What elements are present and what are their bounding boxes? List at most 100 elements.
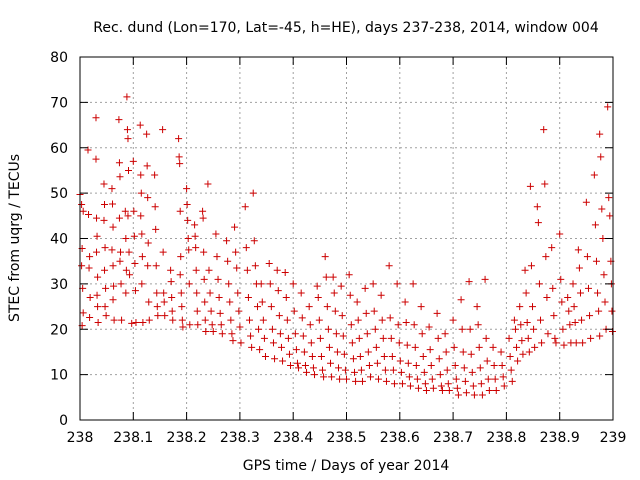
data-point: [549, 284, 557, 292]
data-point: [117, 248, 125, 256]
data-point: [597, 153, 605, 161]
data-point: [144, 194, 152, 202]
data-point: [460, 364, 468, 372]
data-point: [347, 321, 355, 329]
data-point: [350, 368, 358, 376]
x-tick-label: 238.5: [326, 430, 366, 446]
data-point: [176, 207, 184, 215]
y-axis-label: STEC from uqrg / TECUs: [7, 154, 23, 322]
data-point: [108, 246, 116, 254]
data-point: [575, 264, 583, 272]
data-point: [300, 348, 308, 356]
data-point: [226, 298, 234, 306]
data-point: [346, 291, 354, 299]
data-point: [401, 298, 409, 306]
data-point: [123, 126, 131, 134]
data-point: [176, 271, 184, 279]
data-point: [285, 350, 293, 358]
data-point: [235, 307, 243, 315]
data-point: [308, 352, 316, 360]
data-point: [531, 343, 539, 351]
data-point: [161, 312, 169, 320]
data-point: [176, 160, 184, 168]
data-point: [256, 346, 264, 354]
data-point: [131, 287, 139, 295]
data-point: [132, 318, 140, 326]
x-tick-label: 238: [67, 430, 94, 446]
data-point: [571, 318, 579, 326]
data-point: [559, 325, 567, 333]
data-point: [301, 362, 309, 370]
chart-title: Rec. dund (Lon=170, Lat=-45, h=HE), days…: [93, 20, 599, 36]
data-point: [576, 289, 584, 297]
data-point: [465, 278, 473, 286]
data-point: [608, 307, 616, 315]
data-point: [538, 339, 546, 347]
data-point: [251, 262, 259, 270]
data-point: [279, 357, 287, 365]
data-point: [93, 248, 101, 256]
data-point: [179, 323, 187, 331]
data-point: [507, 366, 515, 374]
data-point: [523, 318, 531, 326]
data-point: [364, 348, 372, 356]
data-point: [444, 380, 452, 388]
data-point: [116, 173, 124, 181]
data-point: [192, 244, 200, 252]
data-point: [191, 232, 199, 240]
data-point: [214, 275, 222, 283]
data-point: [518, 337, 526, 345]
data-point: [475, 343, 483, 351]
data-point: [129, 157, 137, 165]
data-point: [370, 307, 378, 315]
data-point: [218, 330, 226, 338]
data-point: [468, 368, 476, 376]
data-point: [109, 262, 117, 270]
data-point: [380, 352, 388, 360]
data-point: [145, 316, 153, 324]
data-point: [534, 219, 542, 227]
data-point: [587, 334, 595, 342]
data-point: [422, 387, 430, 395]
data-point: [183, 185, 191, 193]
data-point: [193, 307, 201, 315]
data-point: [467, 350, 475, 358]
data-point: [404, 359, 412, 367]
data-point: [139, 318, 147, 326]
data-point: [85, 210, 93, 218]
data-point: [579, 339, 587, 347]
data-point: [275, 312, 283, 320]
data-point: [341, 366, 349, 374]
x-axis-label: GPS time / Days of year 2014: [243, 458, 450, 474]
data-point: [600, 271, 608, 279]
data-point: [406, 382, 414, 390]
data-point: [363, 330, 371, 338]
data-point: [601, 298, 609, 306]
data-point: [394, 321, 402, 329]
data-point: [86, 293, 94, 301]
data-point: [94, 318, 102, 326]
data-point: [595, 307, 603, 315]
data-point: [101, 244, 109, 252]
data-point: [566, 321, 574, 329]
data-point: [126, 271, 134, 279]
data-point: [328, 373, 336, 381]
data-point: [122, 235, 130, 242]
data-point: [102, 312, 110, 320]
data-point: [92, 114, 100, 122]
x-tick-label: 239: [600, 430, 627, 446]
data-point: [445, 387, 453, 395]
data-point: [411, 343, 419, 351]
data-point: [244, 293, 252, 301]
data-point: [313, 282, 321, 290]
data-point: [434, 334, 442, 342]
data-point: [458, 325, 466, 333]
data-point: [389, 366, 397, 374]
data-point: [505, 334, 513, 342]
data-point: [345, 271, 353, 279]
data-point: [381, 366, 389, 374]
data-points: [76, 93, 616, 399]
x-tick-label: 238.2: [167, 430, 207, 446]
data-point: [386, 314, 394, 322]
data-point: [259, 316, 267, 324]
